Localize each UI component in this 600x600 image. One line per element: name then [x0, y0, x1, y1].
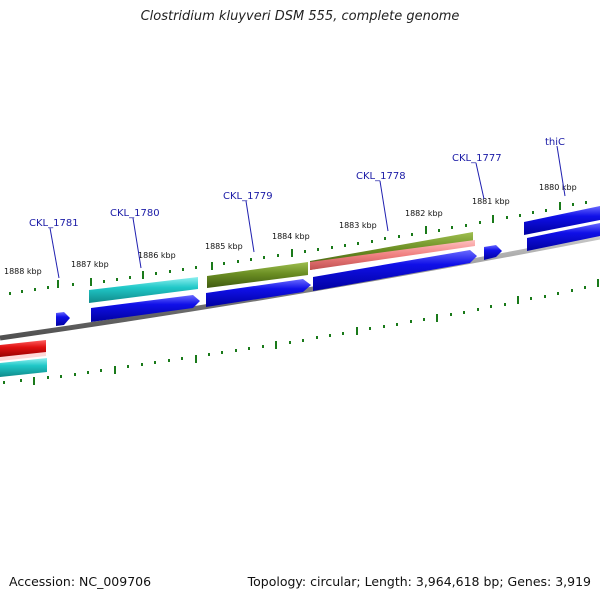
kbp-label: 1883 kbp — [339, 221, 377, 230]
kbp-label: 1882 kbp — [405, 209, 443, 218]
kbp-label: 1888 kbp — [4, 267, 42, 276]
gene-label: CKL_1777 — [452, 153, 502, 164]
outer-tick-track — [9, 201, 587, 295]
gene-feature[interactable] — [310, 240, 475, 270]
reverse-strand-features — [56, 223, 600, 326]
inner-tick-track — [3, 279, 599, 385]
gene-label: CKL_1780 — [110, 208, 160, 219]
gene-feature[interactable] — [206, 279, 311, 307]
gene-label: thiC — [545, 137, 565, 148]
accession-text: Accession: NC_009706 — [9, 574, 152, 589]
forward-strand-features — [89, 206, 600, 303]
kbp-label: 1880 kbp — [539, 183, 577, 192]
kbp-label: 1884 kbp — [272, 232, 310, 241]
left-edge-features — [0, 340, 47, 377]
gene-feature[interactable] — [484, 245, 502, 260]
gene-feature[interactable] — [56, 312, 70, 326]
gene-label: CKL_1778 — [356, 171, 406, 182]
gene-feature[interactable] — [524, 206, 600, 235]
genome-summary-text: Topology: circular; Length: 3,964,618 bp… — [247, 574, 591, 589]
gene-feature[interactable] — [89, 277, 198, 303]
kbp-label: 1881 kbp — [472, 197, 510, 206]
gene-feature[interactable] — [91, 295, 200, 322]
gene-feature[interactable] — [527, 223, 600, 251]
kbp-labels: 1888 kbp 1887 kbp 1886 kbp 1885 kbp 1884… — [4, 183, 577, 276]
gene-feature[interactable] — [0, 358, 47, 377]
gene-label: CKL_1779 — [223, 191, 273, 202]
map-title: Clostridium kluyveri DSM 555, complete g… — [140, 9, 460, 24]
kbp-label: 1885 kbp — [205, 242, 243, 251]
kbp-label: 1887 kbp — [71, 260, 109, 269]
gene-label: CKL_1781 — [29, 218, 79, 229]
gene-feature[interactable] — [0, 352, 46, 361]
gene-leader-lines — [49, 145, 566, 279]
gene-labels: CKL_1781 CKL_1780 CKL_1779 CKL_1778 CKL_… — [29, 137, 565, 229]
kbp-label: 1886 kbp — [138, 251, 176, 260]
gene-feature[interactable] — [207, 262, 308, 288]
gene-feature[interactable] — [313, 250, 477, 291]
